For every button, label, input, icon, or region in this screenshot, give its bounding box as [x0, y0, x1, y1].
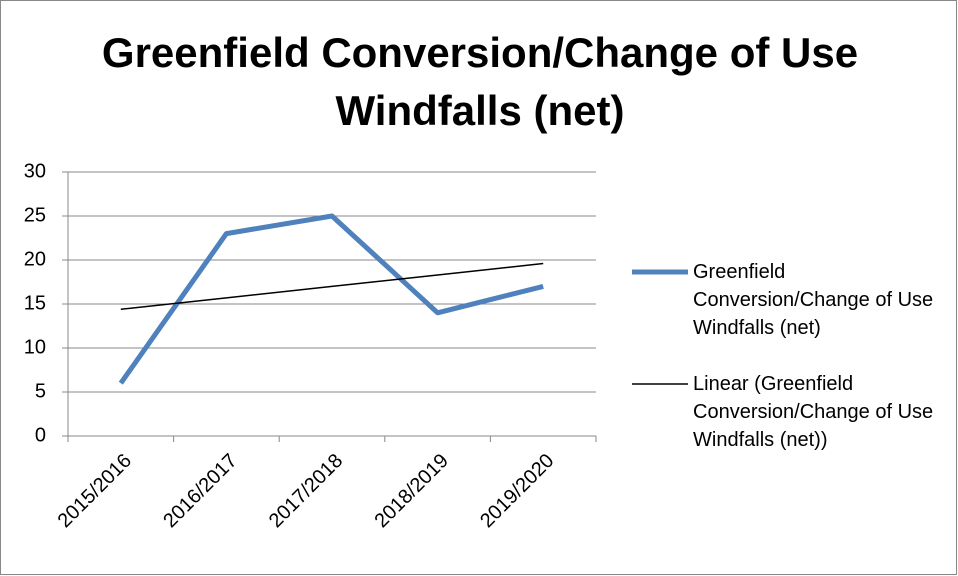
x-tick-label: 2018/2019	[370, 450, 452, 532]
y-tick-label: 20	[24, 248, 46, 270]
legend-label: Greenfield Conversion/Change of Use Wind…	[693, 261, 934, 339]
x-tick-label: 2019/2020	[476, 450, 558, 532]
y-tick-label: 5	[35, 380, 46, 402]
y-tick-label: 30	[24, 160, 46, 182]
x-tick-label: 2017/2018	[265, 450, 347, 532]
x-tick-label: 2015/2016	[54, 450, 136, 532]
x-tick-label: 2016/2017	[159, 450, 241, 532]
y-tick-label: 0	[35, 424, 46, 446]
chart-title: Greenfield Conversion/Change of Use Wind…	[101, 29, 859, 134]
data-line	[118, 213, 544, 385]
trend-line	[120, 262, 544, 311]
y-tick-label: 25	[24, 204, 46, 226]
y-tick-label: 10	[24, 336, 46, 358]
y-tick-label: 15	[24, 292, 46, 314]
legend-label: Linear (Greenfield Conversion/Change of …	[693, 373, 934, 451]
